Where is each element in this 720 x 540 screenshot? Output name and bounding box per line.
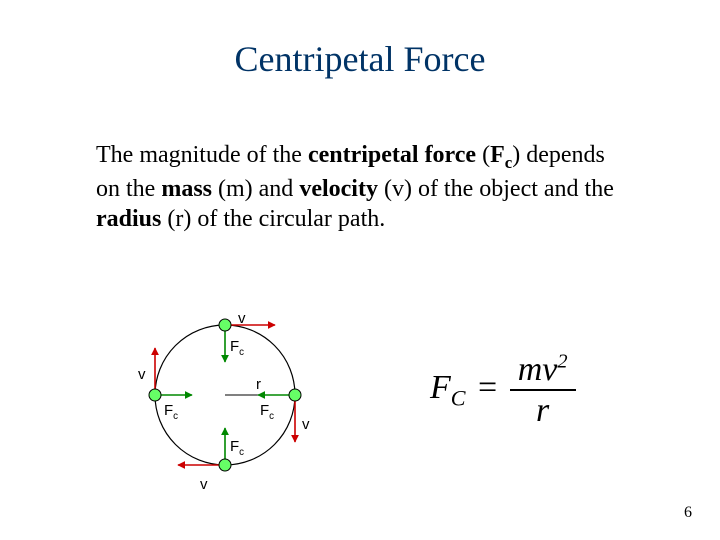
mass-point <box>219 459 231 471</box>
body-bold-4: radius <box>96 206 167 232</box>
formula-numerator: mv2 <box>510 350 576 391</box>
centripetal-diagram: v v v v Fc Fc Fc Fc r <box>100 290 350 500</box>
formula-equals: = <box>474 369 501 406</box>
mass-point <box>149 389 161 401</box>
body-text-1: The magnitude of the <box>96 142 308 168</box>
diagram-label-F_left: Fc <box>164 402 178 422</box>
page-title: Centripetal Force <box>0 38 720 80</box>
diagram-label-v_top: v <box>238 310 246 327</box>
diagram-label-F_top: Fc <box>230 338 244 358</box>
body-bold-2: mass <box>161 176 218 202</box>
formula-m: m <box>518 351 543 388</box>
formula: FC = mv2 r <box>430 350 576 430</box>
diagram-label-r: r <box>256 376 261 393</box>
mass-point <box>289 389 301 401</box>
formula-F: F <box>430 369 451 406</box>
body-text-1b: ( <box>482 142 490 168</box>
page-number: 6 <box>684 504 692 522</box>
body-bold-1: centripetal force <box>308 142 482 168</box>
body-text-4: (v) of the object and the <box>384 176 614 202</box>
diagram-label-v_bottom: v <box>200 476 208 493</box>
formula-fraction: mv2 r <box>510 350 576 430</box>
diagram-label-v_right: v <box>302 416 310 433</box>
formula-denominator: r <box>510 391 576 430</box>
body-bold-3: velocity <box>299 176 384 202</box>
formula-sup2: 2 <box>557 351 567 373</box>
body-paragraph: The magnitude of the centripetal force (… <box>96 140 616 234</box>
formula-v: v <box>542 351 557 388</box>
body-text-3: (m) and <box>218 176 299 202</box>
diagram-label-F_bottom: Fc <box>230 438 244 458</box>
diagram-label-v_left: v <box>138 366 146 383</box>
body-text-5: (r) of the circular path. <box>167 206 385 232</box>
diagram-label-F_right: Fc <box>260 402 274 422</box>
body-bold-F: F <box>490 142 505 168</box>
mass-point <box>219 319 231 331</box>
formula-sub-C: C <box>451 386 466 411</box>
diagram-svg <box>100 290 350 500</box>
